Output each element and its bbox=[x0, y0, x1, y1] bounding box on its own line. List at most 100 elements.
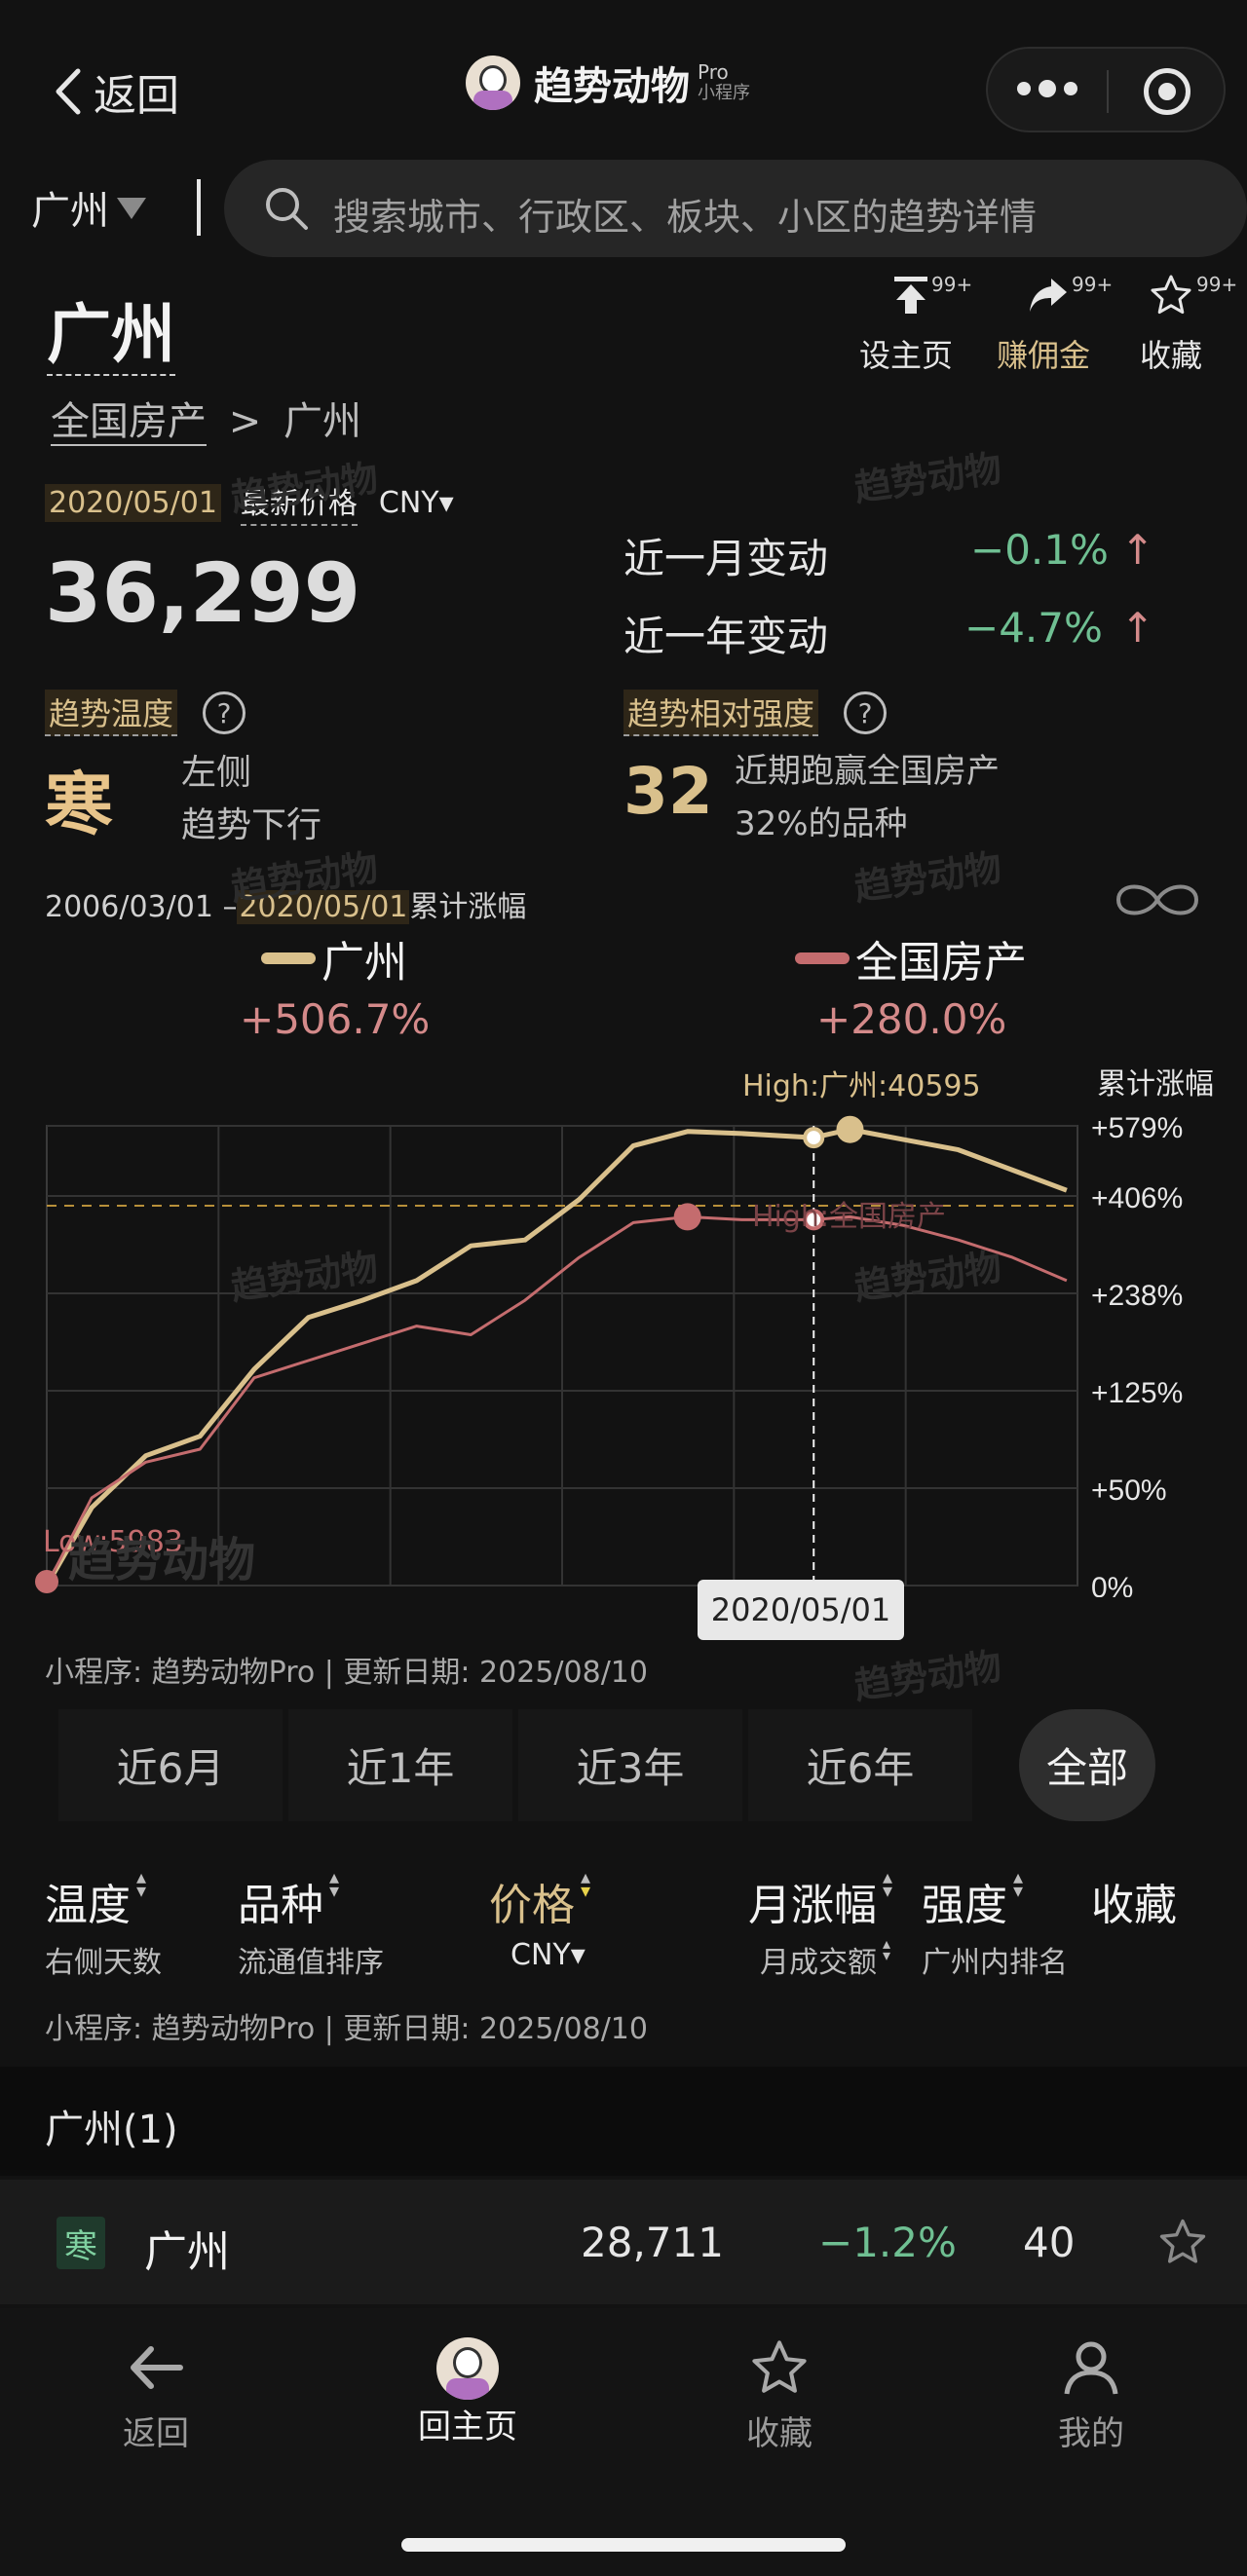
col-sub: 月成交额 bbox=[760, 1946, 877, 1980]
home-indicator bbox=[401, 2538, 846, 2552]
currency-selector[interactable]: CNY▾ bbox=[379, 486, 454, 520]
tab-3y[interactable]: 近3年 bbox=[518, 1709, 742, 1821]
month-change-arrow: ↑ bbox=[1120, 526, 1155, 574]
table-row[interactable]: 寒 广州 28,711 −1.2% 40 bbox=[0, 2180, 1247, 2304]
more-dots-icon bbox=[1017, 80, 1077, 97]
nav-label: 收藏 bbox=[746, 2414, 812, 2453]
col-price[interactable]: 价格▴ ▾ CNY▾ bbox=[489, 1865, 591, 1972]
year-change-value: −4.7% bbox=[964, 604, 1103, 652]
bottom-nav-favorites[interactable]: 收藏 bbox=[682, 2337, 877, 2454]
divider-bar bbox=[197, 179, 201, 236]
page-title: 广州 bbox=[47, 282, 175, 376]
triangle-down-icon: ▾ bbox=[438, 485, 454, 520]
series-line-1 bbox=[44, 1127, 1068, 1587]
price-label: 最新价格 bbox=[240, 479, 358, 526]
search-input[interactable]: 搜索城市、行政区、板块、小区的趋势详情 bbox=[224, 160, 1247, 257]
y-tick-label: 0% bbox=[1091, 1572, 1133, 1597]
action-earn-commission[interactable]: 99+ 赚佣金 bbox=[990, 273, 1113, 376]
tab-6y[interactable]: 近6年 bbox=[748, 1709, 972, 1821]
app-name: 趋势动物 bbox=[534, 64, 690, 109]
range-end: 2020/05/01 bbox=[237, 890, 410, 924]
row-name: 广州 bbox=[144, 2227, 230, 2277]
col-title: 价格 bbox=[489, 1881, 575, 1930]
col-strength[interactable]: 强度▴ ▾ 广州内排名 bbox=[922, 1865, 1068, 1981]
price-value: 36,299 bbox=[45, 545, 361, 641]
strength-desc-2: 32%的品种 bbox=[735, 804, 908, 843]
range-start: 2006/03/01 – bbox=[45, 890, 238, 924]
watermark: 趋势动物 bbox=[68, 1533, 256, 1587]
tab-all[interactable]: 全部 bbox=[1019, 1709, 1155, 1821]
col-favorite: 收藏 bbox=[1091, 1870, 1177, 1932]
breadcrumb: 全国房产 > 广州 bbox=[51, 390, 361, 446]
col-monthly-change[interactable]: 月涨幅▴ ▾ 月成交额▴ ▾ bbox=[748, 1867, 892, 1981]
back-label: 返回 bbox=[94, 71, 179, 121]
help-icon[interactable]: ? bbox=[203, 691, 246, 734]
search-icon bbox=[266, 188, 308, 230]
col-title: 强度 bbox=[922, 1881, 1007, 1930]
bottom-nav-bar bbox=[0, 2308, 1247, 2576]
action-favorite[interactable]: 99+ 收藏 bbox=[1122, 273, 1237, 376]
legend-swatch bbox=[795, 952, 850, 964]
col-temperature[interactable]: 温度▴ ▾ 右侧天数 bbox=[45, 1867, 162, 1981]
breadcrumb-root-link[interactable]: 全国房产 bbox=[51, 399, 207, 446]
user-icon bbox=[1064, 2341, 1118, 2395]
infinity-icon[interactable] bbox=[1111, 875, 1204, 925]
col-name[interactable]: 品种▴ ▾ 流通值排序 bbox=[238, 1867, 384, 1981]
chevron-left-icon bbox=[56, 68, 81, 115]
close-button[interactable] bbox=[1144, 68, 1190, 115]
col-title: 收藏 bbox=[1091, 1881, 1177, 1930]
y-tick-label: +238% bbox=[1091, 1280, 1183, 1312]
watermark: 趋势动物 bbox=[851, 1644, 1004, 1708]
sort-icon: ▴ ▾ bbox=[581, 1865, 591, 1902]
col-title: 品种 bbox=[238, 1881, 323, 1930]
bottom-nav-back[interactable]: 返回 bbox=[58, 2337, 253, 2454]
price-date: 2020/05/01 bbox=[45, 483, 221, 522]
bottom-nav-profile[interactable]: 我的 bbox=[994, 2337, 1189, 2454]
target-icon bbox=[1158, 83, 1176, 100]
city-selector-label: 广州 bbox=[31, 189, 109, 234]
legend-series-1-name: 广州 bbox=[321, 938, 407, 988]
bottom-nav-home[interactable]: 回主页 bbox=[370, 2337, 565, 2447]
more-button[interactable] bbox=[1017, 80, 1077, 97]
help-icon[interactable]: ? bbox=[844, 691, 888, 734]
legend-series-1: 广州 bbox=[261, 927, 407, 989]
watermark: 趋势动物 bbox=[851, 446, 1004, 510]
sort-icon: ▴ ▾ bbox=[1013, 1865, 1024, 1902]
triangle-down-icon bbox=[117, 198, 146, 219]
chart-footer: 小程序: 趋势动物Pro | 更新日期: 2025/08/10 bbox=[45, 1656, 648, 1690]
month-change-value: −0.1% bbox=[970, 526, 1109, 574]
currency-label: CNY bbox=[378, 485, 439, 520]
temperature-label-row: 趋势温度 ? bbox=[45, 690, 246, 736]
action-label: 设主页 bbox=[858, 337, 953, 374]
tab-6m[interactable]: 近6月 bbox=[58, 1709, 283, 1821]
high-point-2 bbox=[673, 1203, 701, 1231]
high-annotation-1: High:广州:40595 bbox=[742, 1069, 981, 1103]
col-sub: 右侧天数 bbox=[45, 1946, 162, 1980]
action-set-home[interactable]: 99+ 设主页 bbox=[848, 273, 972, 376]
search-placeholder: 搜索城市、行政区、板块、小区的趋势详情 bbox=[333, 196, 1038, 239]
star-icon[interactable] bbox=[1157, 2217, 1208, 2267]
action-count: 99+ bbox=[1196, 273, 1238, 296]
city-selector[interactable]: 广州 bbox=[31, 179, 148, 236]
trend-chart[interactable]: +579%+406%+238%+125%+50%0%20072010201320… bbox=[0, 1052, 1247, 1597]
legend-series-2-value: +280.0% bbox=[816, 995, 1007, 1043]
breadcrumb-current: 广州 bbox=[283, 399, 361, 444]
low-point bbox=[35, 1570, 58, 1593]
share-icon bbox=[1030, 279, 1067, 312]
table-footer: 小程序: 趋势动物Pro | 更新日期: 2025/08/10 bbox=[45, 2012, 648, 2046]
group-header: 广州(1) bbox=[0, 2067, 1247, 2176]
temperature-desc-1: 左侧 bbox=[181, 753, 252, 793]
group-title: 广州(1) bbox=[45, 2108, 178, 2152]
y-tick-label: +125% bbox=[1091, 1377, 1183, 1409]
action-count: 99+ bbox=[1072, 273, 1114, 296]
cursor-date-tooltip: 2020/05/01 bbox=[698, 1580, 904, 1640]
app-type: 小程序 bbox=[698, 83, 750, 103]
cursor-point-1 bbox=[803, 1127, 825, 1149]
temperature-desc-2: 趋势下行 bbox=[181, 805, 322, 845]
action-count: 99+ bbox=[931, 273, 973, 296]
mini-program-capsule bbox=[986, 47, 1226, 132]
tab-1y[interactable]: 近1年 bbox=[288, 1709, 512, 1821]
nav-back-button[interactable]: 返回 bbox=[51, 60, 179, 123]
price-meta: 2020/05/01 最新价格 CNY▾ bbox=[45, 479, 454, 526]
row-temp-badge: 寒 bbox=[57, 2217, 105, 2269]
